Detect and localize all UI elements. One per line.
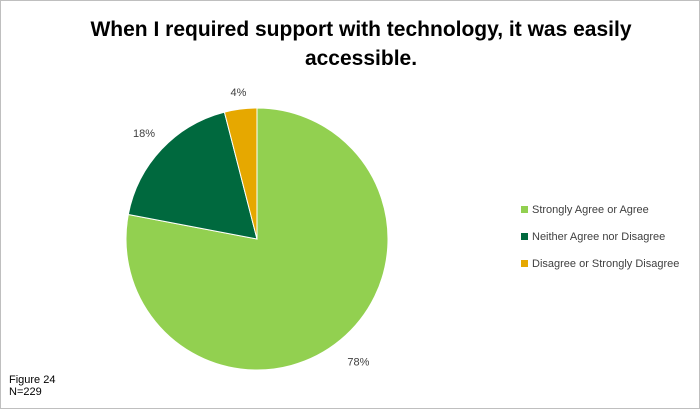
sample-size: N=229 (9, 386, 42, 398)
data-label-disagree-or-strongly-disagree: 4% (230, 87, 246, 99)
figure-caption: Figure 24 N=229 (9, 374, 55, 398)
legend-swatch-neither-agree-nor-disagree (521, 233, 528, 240)
pie-slice-neither-agree-nor-disagree (127, 111, 258, 240)
data-label-strongly-agree-or-agree: 78% (347, 357, 369, 369)
data-label-neither-agree-nor-disagree: 18% (133, 128, 155, 140)
legend-label-disagree-or-strongly-disagree: Disagree or Strongly Disagree (532, 258, 679, 270)
chart-title: When I required support with technology,… (90, 18, 632, 70)
figure-number: Figure 24 (9, 374, 56, 386)
legend-label-neither-agree-nor-disagree: Neither Agree nor Disagree (532, 231, 665, 243)
legend-swatch-strongly-agree-or-agree (521, 206, 528, 213)
legend-swatch-disagree-or-strongly-disagree (521, 260, 528, 267)
pie-slice-disagree-or-strongly-disagree (223, 107, 258, 240)
legend-label-strongly-agree-or-agree: Strongly Agree or Agree (532, 204, 649, 216)
